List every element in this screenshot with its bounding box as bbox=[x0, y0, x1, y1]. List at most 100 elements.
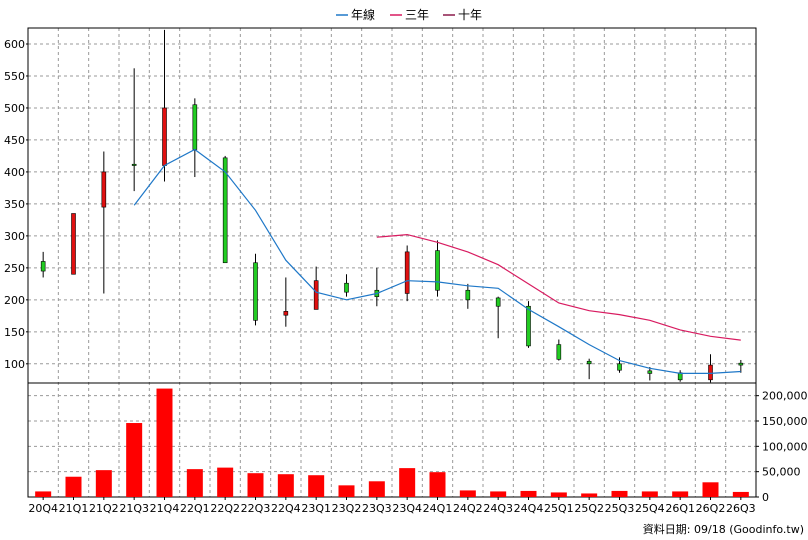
price-tick-label: 500 bbox=[4, 102, 25, 115]
candle-body bbox=[313, 280, 319, 310]
price-tick-label: 200 bbox=[4, 294, 25, 307]
candle-24Q1 bbox=[435, 240, 440, 297]
candle-21Q3 bbox=[131, 68, 137, 192]
x-tick-label: 24Q2 bbox=[453, 502, 483, 515]
price-tick-label: 150 bbox=[4, 326, 25, 339]
x-tick-label: 24Q3 bbox=[483, 502, 513, 515]
volume-bar-22Q1 bbox=[186, 469, 203, 497]
legend-item: 年線 bbox=[336, 7, 375, 22]
candle-body bbox=[131, 163, 137, 166]
x-axis: 20Q4 21Q1 21Q2 21Q3 21Q4 22Q1 22Q2 22Q3 22Q4 23Q1… bbox=[28, 497, 756, 515]
candle-21Q2 bbox=[101, 151, 107, 294]
x-tick-label: 20Q4 bbox=[28, 502, 58, 515]
x-tick-label: 25Q1 bbox=[544, 502, 574, 515]
x-tick-label: 22Q3 bbox=[241, 502, 271, 515]
volume-bar-23Q4 bbox=[399, 468, 416, 497]
volume-bar-21Q3 bbox=[126, 423, 143, 497]
candle-24Q2 bbox=[465, 283, 471, 309]
candle-body bbox=[435, 250, 440, 291]
candle-23Q4 bbox=[404, 245, 410, 302]
volume-tick-label: 150,000 bbox=[762, 415, 808, 428]
x-tick-label: 25Q2 bbox=[574, 502, 604, 515]
candle-26Q1 bbox=[677, 370, 683, 382]
price-tick-label: 250 bbox=[4, 262, 25, 275]
volume-bar-26Q3 bbox=[732, 491, 749, 497]
volume-tick-label: 200,000 bbox=[762, 390, 808, 403]
candle-22Q3 bbox=[253, 253, 258, 326]
volume-frame bbox=[27, 382, 757, 498]
candle-body bbox=[738, 362, 744, 366]
volume-bar-23Q1 bbox=[308, 475, 325, 497]
x-tick-label: 22Q4 bbox=[271, 502, 301, 515]
price-tick-label: 450 bbox=[4, 134, 25, 147]
volume-bar-22Q4 bbox=[277, 474, 294, 497]
volume-bar-24Q4 bbox=[520, 490, 537, 497]
candle-24Q3 bbox=[495, 296, 501, 339]
line-series-年線 bbox=[133, 148, 741, 374]
candle-22Q4 bbox=[283, 277, 289, 327]
x-tick-label: 21Q3 bbox=[119, 502, 149, 515]
candle-25Q2 bbox=[586, 358, 592, 380]
candle-body bbox=[647, 370, 653, 374]
candle-body bbox=[71, 213, 76, 275]
volume-bar-20Q4 bbox=[35, 491, 52, 497]
candle-body bbox=[344, 282, 349, 293]
candle-21Q1 bbox=[71, 213, 76, 275]
candle-body bbox=[526, 305, 531, 347]
candle-body bbox=[222, 157, 228, 264]
candle-26Q3 bbox=[738, 359, 744, 373]
x-tick-label: 23Q3 bbox=[362, 502, 392, 515]
candle-body bbox=[556, 344, 562, 360]
legend-label: 三年 bbox=[405, 8, 429, 22]
candle-25Q4 bbox=[647, 367, 653, 381]
candle-26Q2 bbox=[708, 354, 713, 383]
candle-22Q2 bbox=[222, 155, 228, 264]
volume-bar-22Q3 bbox=[247, 473, 264, 497]
volume-panel: 0 50,000 100,000 150,000 200,000 bbox=[27, 382, 808, 504]
candle-22Q1 bbox=[192, 98, 198, 178]
x-tick-label: 22Q1 bbox=[180, 502, 210, 515]
candle-body bbox=[495, 297, 501, 307]
candle-body bbox=[283, 311, 289, 316]
x-tick-label: 21Q2 bbox=[89, 502, 119, 515]
volume-tick-label: 50,000 bbox=[762, 466, 801, 479]
x-tick-label: 26Q3 bbox=[726, 502, 756, 515]
candle-body bbox=[40, 261, 46, 272]
x-tick-label: 21Q4 bbox=[150, 502, 180, 515]
volume-bar-23Q2 bbox=[338, 485, 355, 497]
volume-bar-26Q1 bbox=[672, 491, 689, 497]
volume-bar-24Q1 bbox=[429, 472, 446, 497]
volume-bar-25Q1 bbox=[550, 492, 567, 497]
candle-body bbox=[101, 171, 107, 208]
price-tick-label: 300 bbox=[4, 230, 25, 243]
volume-bar-22Q2 bbox=[217, 467, 234, 497]
line-series-三年 bbox=[376, 233, 741, 341]
candle-body bbox=[192, 104, 198, 150]
candle-body bbox=[465, 289, 471, 301]
volume-bar-25Q3 bbox=[611, 490, 628, 497]
volume-tick-label: 100,000 bbox=[762, 440, 808, 453]
legend-item: 十年 bbox=[443, 8, 482, 22]
price-panel: 100 150 200 250 300 350 400 450 500 550 600 bbox=[4, 27, 757, 497]
price-tick-label: 100 bbox=[4, 358, 25, 371]
x-tick-label: 25Q3 bbox=[605, 502, 635, 515]
candle-23Q3 bbox=[374, 267, 380, 307]
candle-body bbox=[677, 372, 683, 381]
candle-23Q2 bbox=[344, 274, 349, 297]
price-tick-label: 350 bbox=[4, 198, 25, 211]
x-tick-label: 21Q1 bbox=[59, 502, 89, 515]
legend-label: 年線 bbox=[351, 7, 375, 22]
x-tick-label: 24Q4 bbox=[514, 502, 544, 515]
volume-tick-label: 0 bbox=[762, 491, 769, 504]
legend-item: 三年 bbox=[390, 8, 429, 22]
volume-bar-24Q3 bbox=[490, 491, 507, 497]
volume-bar-24Q2 bbox=[459, 490, 476, 497]
candle-21Q4 bbox=[162, 29, 167, 182]
candle-body bbox=[253, 262, 258, 321]
candle-25Q1 bbox=[556, 339, 562, 361]
candle-body bbox=[708, 364, 713, 381]
volume-bar-25Q4 bbox=[641, 491, 658, 497]
x-tick-label: 24Q1 bbox=[423, 502, 453, 515]
